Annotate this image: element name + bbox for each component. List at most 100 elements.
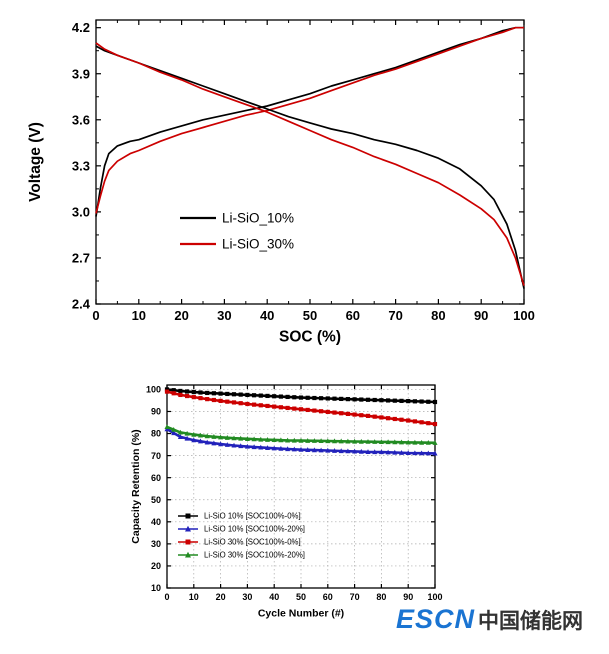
series-marker: [185, 525, 191, 532]
x-tick-label: 0: [164, 592, 169, 602]
y-tick-label: 2.7: [72, 250, 90, 265]
series-marker: [332, 396, 337, 401]
series-marker: [339, 411, 344, 416]
series-marker: [352, 412, 357, 417]
series-line-3: [95, 42, 525, 286]
series-marker: [398, 450, 405, 455]
x-tick-label: 80: [431, 308, 445, 323]
series-marker: [178, 392, 183, 398]
x-tick-label: 40: [269, 592, 279, 602]
series-marker: [245, 401, 250, 407]
series-marker: [379, 398, 384, 403]
x-tick-label: 90: [403, 592, 413, 602]
y-tick-label: 3.3: [72, 158, 90, 173]
x-axis-title: SOC (%): [279, 329, 341, 346]
series-marker: [292, 406, 297, 411]
series-marker: [285, 446, 291, 452]
x-tick-label: 30: [242, 592, 252, 602]
series-marker: [352, 448, 358, 454]
series-marker: [231, 442, 237, 448]
y-tick-label: 4.2: [72, 20, 90, 35]
x-tick-label: 100: [427, 592, 442, 602]
series-marker: [378, 449, 384, 455]
series-marker: [252, 393, 257, 398]
series-marker: [211, 434, 217, 439]
series-marker: [251, 444, 257, 450]
x-tick-label: 50: [296, 592, 306, 602]
x-tick-label: 60: [323, 592, 333, 602]
series-marker: [338, 438, 344, 444]
series-marker: [271, 437, 277, 443]
series-marker: [331, 438, 338, 444]
y-tick-label: 10: [151, 583, 161, 593]
x-tick-label: 70: [388, 308, 402, 323]
series-marker: [265, 403, 270, 409]
series-marker: [204, 433, 210, 439]
series-marker: [184, 430, 190, 436]
series-marker: [412, 419, 417, 424]
series-marker: [419, 399, 424, 404]
series-marker: [185, 539, 191, 545]
series-marker: [332, 410, 337, 415]
series-marker: [432, 421, 438, 427]
series-marker: [365, 413, 371, 418]
series-marker: [265, 393, 270, 399]
series-marker: [319, 409, 324, 414]
x-tick-label: 70: [350, 592, 360, 602]
x-tick-label: 100: [513, 308, 535, 323]
series-line-2: [95, 45, 525, 289]
series-marker: [325, 396, 330, 401]
series-marker: [231, 400, 237, 405]
series-marker: [211, 440, 217, 446]
series-marker: [238, 392, 243, 397]
series-marker: [318, 447, 324, 453]
series-marker: [244, 436, 250, 441]
series-marker: [218, 391, 223, 396]
legend-label: Li-SiO_30%: [222, 237, 294, 252]
y-tick-label: 3.9: [72, 66, 90, 81]
y-tick-label: 40: [151, 517, 161, 527]
series-marker: [231, 435, 237, 441]
series-marker: [171, 388, 176, 393]
series-marker: [405, 450, 411, 456]
series-marker: [164, 424, 170, 430]
series-marker: [378, 439, 384, 445]
series-marker: [278, 405, 283, 410]
series-marker: [197, 432, 204, 438]
series-marker: [218, 398, 223, 403]
series-marker: [345, 397, 350, 402]
series-marker: [386, 398, 391, 403]
series-marker: [298, 437, 304, 443]
series-marker: [218, 441, 224, 447]
series-marker: [345, 438, 351, 444]
series-marker: [298, 395, 304, 400]
series-marker: [191, 395, 196, 400]
series-marker: [365, 397, 371, 402]
series-marker: [285, 405, 290, 411]
series-marker: [319, 396, 324, 401]
series-marker: [258, 403, 263, 408]
series-marker: [412, 439, 418, 445]
series-marker: [238, 443, 244, 449]
series-marker: [406, 418, 411, 423]
y-tick-label: 50: [151, 495, 161, 505]
series-marker: [425, 439, 431, 445]
series-marker: [205, 397, 210, 402]
series-marker: [365, 438, 371, 444]
series-marker: [291, 446, 297, 452]
legend-label: Li-SiO 30% [SOC100%-20%]: [204, 551, 305, 560]
x-tick-label: 50: [303, 308, 317, 323]
series-marker: [278, 394, 283, 399]
series-marker: [272, 404, 277, 409]
series-marker: [185, 551, 191, 558]
series-marker: [198, 396, 203, 401]
series-marker: [398, 439, 405, 445]
series-marker: [352, 397, 357, 402]
y-axis-title: Capacity Retention (%): [130, 429, 142, 543]
series-marker: [372, 414, 377, 419]
y-tick-label: 20: [151, 561, 161, 571]
series-marker: [432, 440, 438, 445]
series-marker: [238, 435, 244, 441]
x-tick-label: 20: [174, 308, 188, 323]
series-marker: [211, 391, 216, 396]
